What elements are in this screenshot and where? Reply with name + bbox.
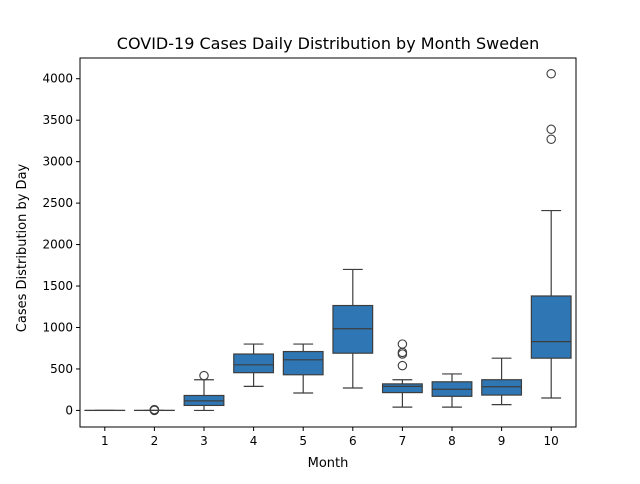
- box-group-month-4: [234, 344, 274, 386]
- x-tick-label: 2: [151, 434, 159, 448]
- box-group-month-5: [283, 344, 323, 393]
- box-group-month-10: [531, 70, 571, 398]
- box-group-month-9: [482, 358, 522, 404]
- y-tick-label: 2500: [42, 196, 73, 210]
- outlier-point: [398, 340, 406, 348]
- iqr-box: [482, 380, 522, 395]
- y-tick-label: 1500: [42, 279, 73, 293]
- y-tick-label: 1000: [42, 320, 73, 334]
- plot-area: 0 500 1000 1500 2000 2500 3000 3500 4000 1 2 3 4 5 6 7 8…: [42, 58, 576, 448]
- outlier-point: [547, 135, 555, 143]
- y-tick-label: 3000: [42, 155, 73, 169]
- y-tick-label: 3500: [42, 113, 73, 127]
- outlier-point: [547, 70, 555, 78]
- x-tick-label: 3: [200, 434, 208, 448]
- x-tick-label: 10: [544, 434, 559, 448]
- box-group-month-6: [333, 269, 373, 388]
- x-tick-label: 1: [101, 434, 109, 448]
- iqr-box: [283, 352, 323, 375]
- iqr-box: [383, 384, 423, 393]
- x-tick-label: 7: [399, 434, 407, 448]
- y-axis-label: Cases Distribution by Day: [15, 163, 30, 332]
- y-tick-label: 4000: [42, 72, 73, 86]
- y-tick-label: 0: [65, 403, 73, 417]
- outlier-point: [547, 125, 555, 133]
- iqr-box: [333, 306, 373, 354]
- x-tick-label: 6: [349, 434, 357, 448]
- y-tick-label: 500: [50, 362, 73, 376]
- x-tick-label: 5: [299, 434, 307, 448]
- box-group-month-7: [383, 340, 423, 407]
- outlier-point: [398, 361, 406, 369]
- chart-title: COVID-19 Cases Daily Distribution by Mon…: [117, 34, 539, 53]
- x-tick-label: 4: [250, 434, 258, 448]
- box-group-month-3: [184, 371, 224, 410]
- y-tick-label: 2000: [42, 238, 73, 252]
- iqr-box: [234, 354, 274, 373]
- x-axis-label: Month: [308, 456, 349, 471]
- x-tick-label: 9: [498, 434, 506, 448]
- box-group-month-8: [432, 374, 472, 407]
- iqr-box: [531, 296, 571, 358]
- outlier-point: [200, 371, 208, 379]
- box-group-month-2: [135, 405, 175, 414]
- x-tick-label: 8: [448, 434, 456, 448]
